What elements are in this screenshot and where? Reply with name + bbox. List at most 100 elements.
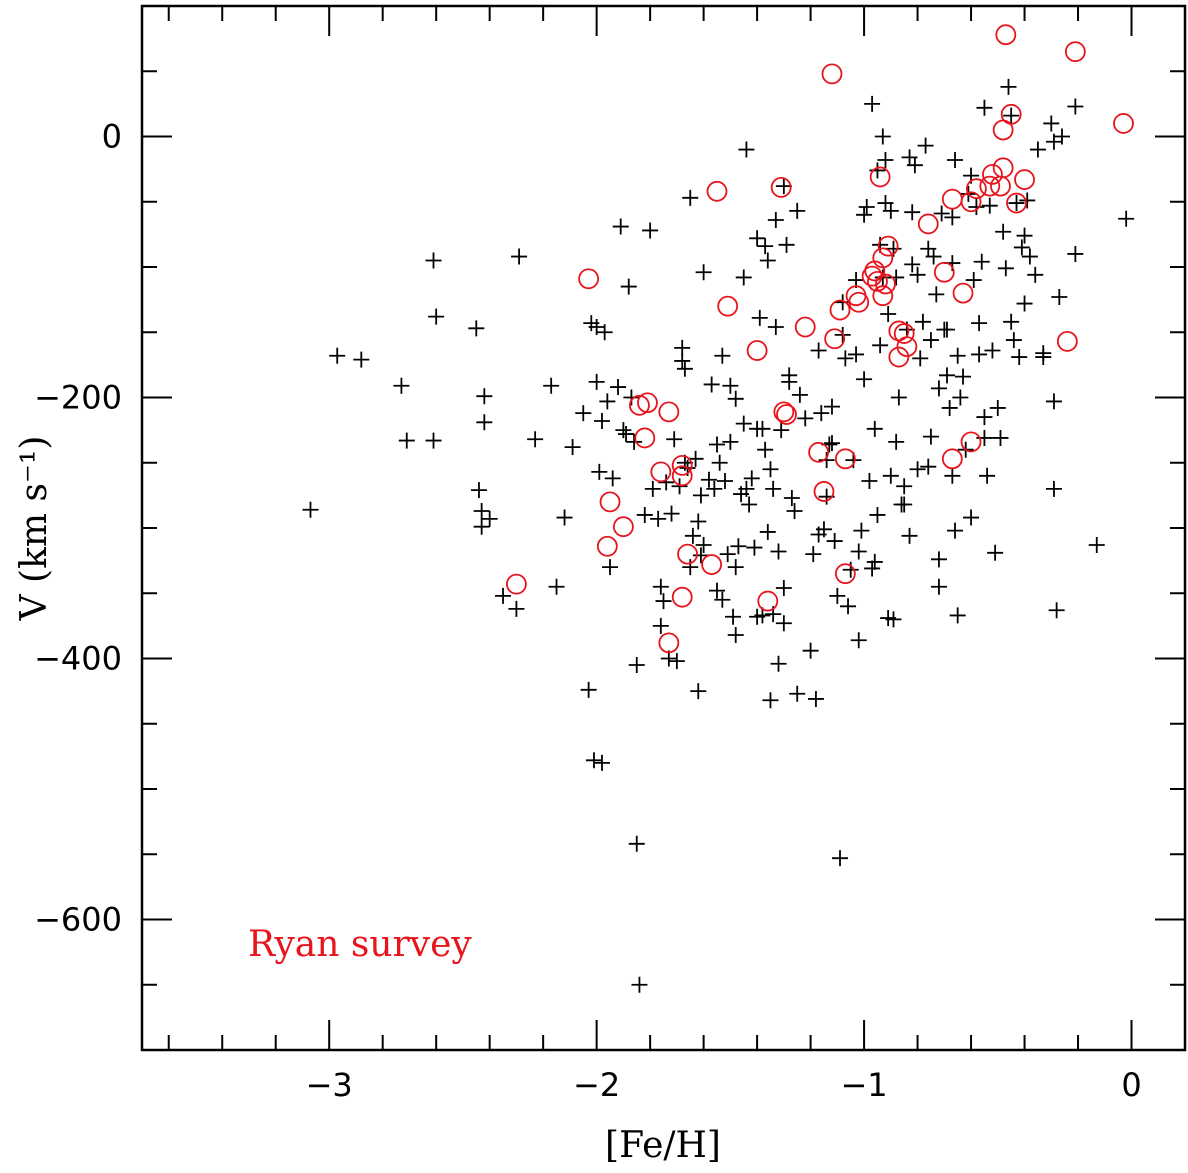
data-point-plus: [989, 399, 1006, 416]
data-point-plus: [882, 202, 899, 219]
data-point-plus: [971, 346, 988, 363]
data-point-circle: [677, 543, 698, 565]
data-point-plus: [593, 754, 610, 771]
data-point-plus: [912, 350, 929, 367]
y-tick-label: −600: [34, 901, 122, 939]
data-point-plus: [767, 212, 784, 229]
y-tick-label: −400: [34, 640, 122, 678]
data-point-plus: [810, 342, 827, 359]
data-point-plus: [602, 559, 619, 576]
data-point-plus: [757, 238, 774, 255]
data-point-plus: [770, 655, 787, 672]
data-point-plus: [690, 683, 707, 700]
data-point-circle: [834, 448, 856, 470]
data-point-plus: [604, 470, 621, 487]
annotation-label: Ryan survey: [248, 924, 472, 965]
data-point-plus: [856, 206, 873, 223]
data-point-circle: [671, 465, 693, 487]
data-point-plus: [428, 308, 445, 325]
data-point-plus: [938, 367, 955, 384]
x-axis-label: [Fe/H]: [605, 1125, 721, 1166]
data-point-plus: [738, 141, 755, 158]
data-point-plus: [1029, 141, 1046, 158]
data-point-plus: [778, 236, 795, 253]
data-point-circle: [612, 516, 634, 538]
data-point-plus: [695, 264, 712, 281]
data-point-plus: [717, 473, 734, 490]
data-point-circle: [634, 427, 656, 449]
y-tick-label: 0: [102, 118, 122, 156]
data-point-plus: [944, 209, 961, 226]
data-point-circle: [941, 448, 963, 470]
data-point-plus: [676, 454, 693, 471]
data-point-circle: [875, 273, 896, 295]
data-point-circle: [872, 285, 894, 307]
data-point-plus: [668, 653, 685, 670]
data-point-plus: [612, 218, 629, 235]
data-point-plus: [722, 433, 739, 450]
data-point-circle: [770, 176, 792, 198]
data-point-plus: [644, 480, 661, 497]
data-point-plus: [1067, 98, 1084, 115]
data-point-circle: [834, 563, 856, 585]
x-tick-label: −1: [840, 1066, 887, 1104]
data-point-plus: [805, 546, 822, 563]
data-point-plus: [631, 976, 648, 993]
data-point-plus: [922, 428, 939, 445]
data-point-plus: [655, 593, 672, 610]
data-point-plus: [658, 474, 675, 491]
data-point-plus: [652, 578, 669, 595]
data-point-plus: [754, 420, 771, 437]
data-point-circle: [706, 180, 728, 202]
data-point-circle: [757, 590, 779, 612]
data-point-plus: [823, 435, 840, 452]
data-point-plus: [708, 436, 725, 453]
data-point-plus: [877, 151, 894, 168]
data-point-plus: [695, 536, 712, 553]
data-point-plus: [642, 222, 659, 239]
data-point-plus: [781, 367, 798, 384]
plot-frame: [140, 4, 1187, 1052]
data-point-plus: [971, 315, 988, 332]
data-point-plus: [618, 426, 635, 443]
data-point-plus: [575, 405, 592, 422]
data-point-plus: [765, 480, 782, 497]
data-point-plus: [700, 471, 717, 488]
data-point-plus: [874, 128, 891, 145]
data-point-plus: [933, 205, 950, 222]
data-point-plus: [976, 99, 993, 116]
data-point-plus: [1045, 393, 1062, 410]
data-point-plus: [663, 505, 680, 522]
data-point-plus: [682, 189, 699, 206]
data-point-plus: [882, 467, 899, 484]
data-point-circle: [773, 401, 795, 423]
data-point-plus: [955, 368, 972, 385]
data-point-plus: [1051, 289, 1068, 306]
data-point-plus: [508, 600, 525, 617]
data-point-plus: [727, 627, 744, 644]
data-point-plus: [949, 607, 966, 624]
data-point-plus: [1000, 78, 1017, 95]
data-point-plus: [650, 510, 667, 527]
data-point-circle: [966, 178, 987, 200]
data-point-plus: [596, 324, 613, 341]
data-point-plus: [754, 607, 771, 624]
data-point-plus: [984, 342, 1001, 359]
data-point-plus: [896, 496, 913, 513]
data-point-plus: [920, 458, 937, 475]
data-point-plus: [1045, 480, 1062, 497]
data-point-circle: [960, 191, 982, 213]
data-point-plus: [703, 376, 720, 393]
data-point-plus: [775, 615, 792, 632]
data-point-plus: [807, 690, 824, 707]
data-point-plus: [848, 346, 865, 363]
data-point-plus: [1003, 313, 1020, 330]
data-point-plus: [393, 377, 410, 394]
data-point-plus: [885, 611, 902, 628]
data-point-plus: [1011, 349, 1028, 366]
data-point-plus: [727, 390, 744, 407]
data-point-plus: [866, 420, 883, 437]
data-point-plus: [866, 553, 883, 570]
data-point-plus: [730, 538, 747, 555]
